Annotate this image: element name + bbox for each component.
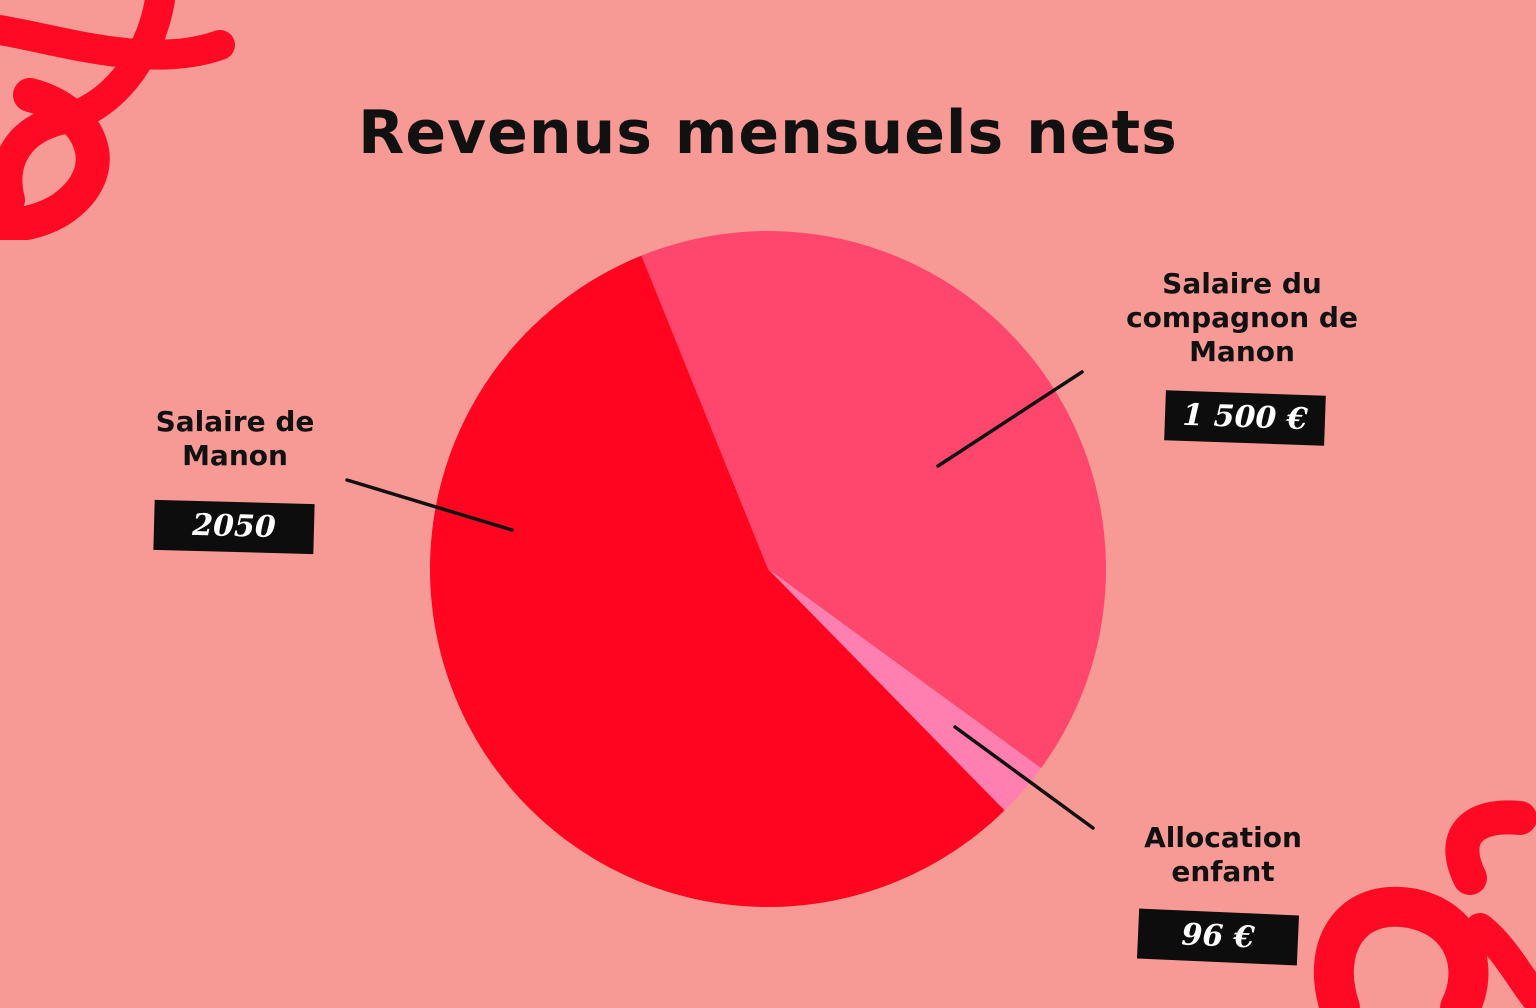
decorative-swirl-top-left bbox=[0, 0, 235, 240]
value-tag-allocation-enfant: 96 € bbox=[1136, 908, 1300, 966]
slice-salaire-compagnon bbox=[641, 231, 1106, 769]
label-salaire-compagnon: Salaire du compagnon de Manon bbox=[1126, 267, 1358, 368]
slice-salaire-manon bbox=[429, 255, 1005, 908]
leader-line-salaire-manon bbox=[345, 478, 514, 532]
slice-allocation-enfant bbox=[768, 569, 1042, 811]
label-salaire-manon: Salaire de Manon bbox=[155, 405, 315, 472]
leader-line-salaire-compagnon bbox=[936, 370, 1084, 468]
chart-title: Revenus mensuels nets bbox=[358, 98, 1178, 168]
value-tag-salaire-compagnon: 1 500 € bbox=[1164, 390, 1326, 446]
decorative-swirl-bottom-right bbox=[1313, 800, 1536, 1008]
leader-line-allocation bbox=[953, 725, 1095, 830]
value-tag-salaire-manon: 2050 bbox=[153, 499, 315, 555]
label-allocation-enfant: Allocation enfant bbox=[1144, 821, 1302, 888]
